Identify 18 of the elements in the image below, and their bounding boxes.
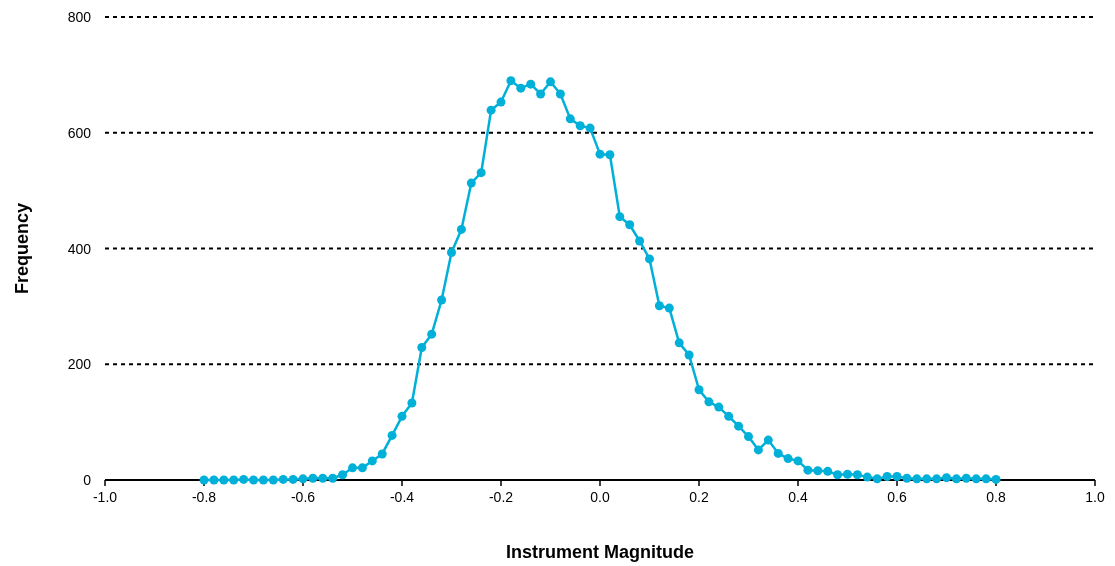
x-tick-label: -0.2: [488, 489, 514, 505]
y-tick-label: 200: [67, 356, 92, 373]
x-tick-label: -0.8: [191, 489, 217, 505]
x-tick-label: -0.4: [389, 489, 415, 505]
x-tick-label: 1.0: [1085, 489, 1105, 505]
x-axis-title: Instrument Magnitude: [506, 542, 694, 562]
y-tick-label: 800: [67, 9, 92, 25]
x-tick-label: 0.6: [887, 489, 907, 505]
x-tick-label: 0.8: [986, 489, 1006, 505]
y-tick-label: 400: [67, 240, 92, 257]
y-tick-label: 600: [67, 124, 92, 141]
x-tick-label: -0.6: [290, 489, 316, 505]
y-axis-title: Frequency: [12, 202, 32, 295]
x-tick-label: 0.2: [689, 489, 709, 505]
y-tick-label: 0: [83, 472, 92, 488]
x-tick-label: -1.0: [92, 489, 118, 505]
x-tick-label: 0.4: [788, 489, 808, 505]
x-tick-label: 0.0: [590, 489, 610, 505]
